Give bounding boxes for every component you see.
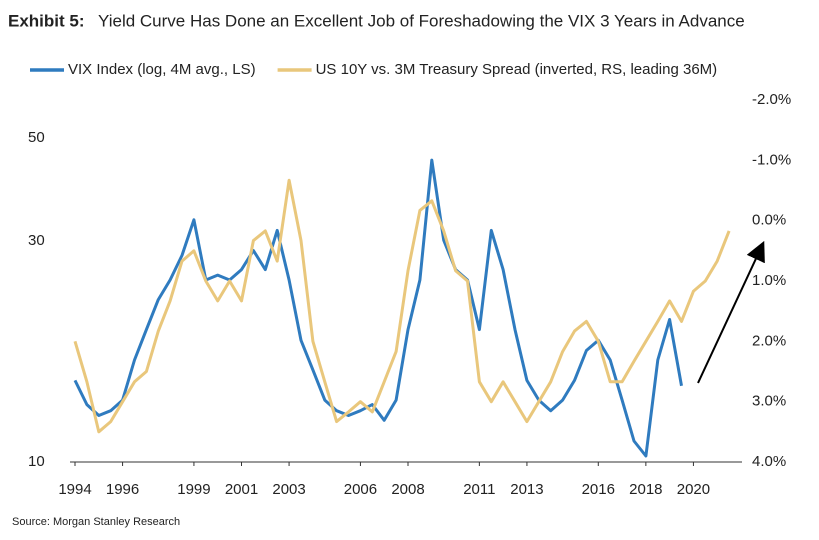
x-tick-label: 1994: [58, 481, 91, 498]
x-tick-label: 1996: [106, 481, 139, 498]
y-tick-label: 50: [28, 129, 45, 146]
legend-label: VIX Index (log, 4M avg., LS): [68, 61, 256, 78]
x-tick-label: 2008: [391, 481, 424, 498]
trend-arrow: [697, 240, 765, 384]
x-tick-label: 2001: [225, 481, 258, 498]
source-note: Source: Morgan Stanley Research: [12, 516, 180, 528]
y2-tick-label: 1.0%: [752, 272, 786, 289]
series-line: [73, 158, 683, 458]
x-tick-label: 2018: [629, 481, 662, 498]
x-tick-label: 2006: [344, 481, 377, 498]
y2-tick-label: -2.0%: [752, 91, 791, 108]
x-tick-label: 2016: [582, 481, 615, 498]
legend-label: US 10Y vs. 3M Treasury Spread (inverted,…: [316, 61, 718, 78]
x-tick-label: 2020: [677, 481, 710, 498]
y2-tick-label: 3.0%: [752, 393, 786, 410]
y-tick-label: 30: [28, 232, 45, 249]
chart-title: Yield Curve Has Done an Excellent Job of…: [98, 11, 745, 30]
y2-tick-label: 4.0%: [752, 453, 786, 470]
y2-tick-label: 2.0%: [752, 332, 786, 349]
x-tick-label: 1999: [177, 481, 210, 498]
y-tick-label: 10: [28, 453, 45, 470]
chart-title-label: Exhibit 5:: [8, 11, 85, 30]
series-line: [73, 178, 731, 434]
x-tick-label: 2013: [510, 481, 543, 498]
y2-tick-label: 0.0%: [752, 212, 786, 229]
x-tick-label: 2003: [272, 481, 305, 498]
x-tick-label: 2011: [463, 481, 495, 498]
y2-tick-label: -1.0%: [752, 151, 791, 168]
